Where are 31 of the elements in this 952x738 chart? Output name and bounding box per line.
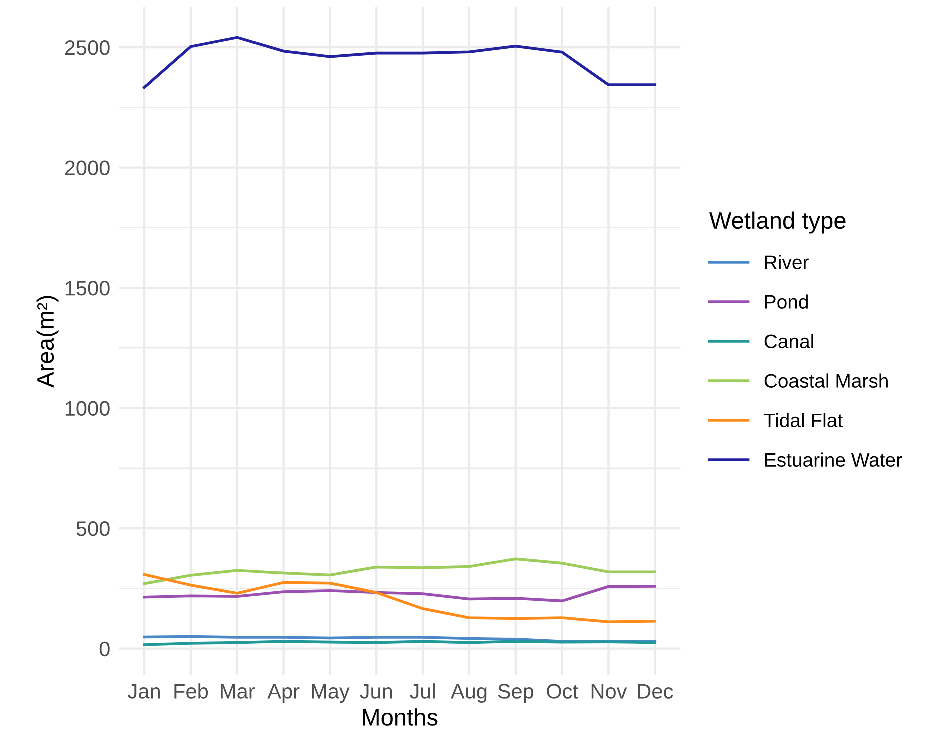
line-series: [143, 585, 657, 603]
x-tick-label: Aug: [450, 684, 487, 704]
line-series: [143, 573, 657, 624]
legend-label: River: [765, 255, 809, 270]
x-tick-label: Mar: [221, 684, 255, 699]
x-tick-label: Feb: [174, 684, 208, 699]
x-tick-label: Oct: [547, 684, 578, 699]
y-tick-label: 2500: [65, 40, 110, 56]
x-tick-label: Dec: [638, 684, 674, 699]
y-tick-label: 0: [100, 642, 110, 657]
legend-title: Wetland type: [710, 212, 846, 234]
y-tick-label: 1000: [66, 401, 110, 416]
x-tick-label: May: [312, 684, 350, 704]
legend-label: Coastal Marsh: [764, 374, 888, 388]
x-tick-label: Jan: [128, 684, 160, 699]
legend-label: Pond: [765, 294, 808, 309]
line-series: [143, 558, 657, 586]
x-tick-label: Nov: [592, 684, 628, 699]
y-axis-title: Area(m²): [36, 296, 59, 388]
x-tick-label: Sep: [498, 684, 534, 704]
line-series: [143, 36, 657, 90]
legend-label: Canal: [764, 334, 814, 348]
legend-label: Estuarine Water: [765, 452, 902, 468]
x-tick-label: Jul: [410, 684, 435, 699]
x-tick-label: Jun: [360, 684, 392, 699]
legend-label: Tidal Flat: [764, 413, 843, 428]
y-tick-label: 2000: [65, 160, 110, 176]
x-tick-label: Apr: [268, 684, 300, 704]
y-tick-label: 500: [76, 522, 110, 536]
x-axis-title: Months: [363, 708, 438, 726]
y-tick-label: 1500: [66, 281, 110, 296]
